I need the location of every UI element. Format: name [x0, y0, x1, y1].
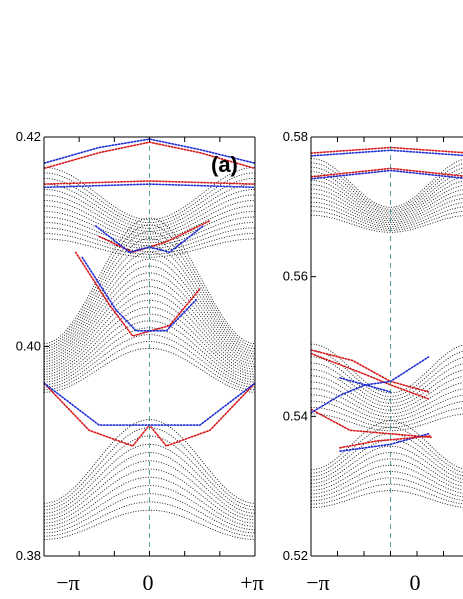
- bulk-band-line: [44, 251, 255, 357]
- edge-state-blue: [339, 356, 430, 386]
- panel-b: 0.52 0.54 0.56 0.58 −π 0: [283, 129, 463, 595]
- y-tick-label: 0.52: [283, 548, 308, 563]
- bulk-band-line: [311, 381, 463, 415]
- bulk-band-line: [311, 406, 463, 428]
- bulk-band-line: [44, 272, 255, 365]
- bulk-band-line: [44, 347, 255, 393]
- bulk-band-line: [44, 232, 255, 255]
- y-tick-label: 0.38: [16, 548, 41, 563]
- bulk-band-line: [44, 177, 255, 226]
- bulk-band-line: [44, 224, 255, 347]
- edge-state-red: [44, 180, 255, 185]
- bulk-band-line: [311, 420, 463, 471]
- bulk-band-line: [44, 258, 255, 360]
- y-tick-label: 0.56: [283, 269, 308, 284]
- bulk-band-line: [44, 217, 255, 345]
- bulk-band-line: [311, 413, 463, 432]
- edge-state-red: [311, 352, 430, 400]
- edge-state-red: [311, 408, 432, 439]
- bulk-band-line: [311, 464, 463, 495]
- bulk-band-line: [311, 445, 463, 484]
- bulk-band-line: [44, 493, 255, 534]
- bulk-band-line: [311, 483, 463, 505]
- panel-label: (a): [211, 152, 238, 177]
- bulk-band-line: [44, 199, 255, 238]
- x-tick-label: 0: [143, 570, 154, 595]
- edge-state-blue: [311, 384, 392, 414]
- bulk-band-line: [311, 166, 463, 212]
- bulk-band-line: [44, 341, 255, 391]
- x-tick-label: −π: [56, 570, 80, 595]
- y-tick-label: 0.54: [283, 408, 308, 423]
- x-tick-label: 0: [410, 570, 421, 595]
- bulk-band-line: [44, 452, 255, 517]
- edge-state-red: [311, 349, 430, 393]
- bulk-band-line: [311, 452, 463, 488]
- bulk-band-line: [311, 394, 463, 421]
- bulk-band-line: [311, 477, 463, 502]
- plot-area: [311, 146, 463, 509]
- bulk-band-line: [311, 162, 463, 210]
- bulk-band-line: [311, 188, 463, 222]
- bulk-band-line: [311, 439, 463, 481]
- bulk-band-line: [44, 265, 255, 363]
- bulk-band-line: [44, 435, 255, 511]
- bulk-band-line: [311, 192, 463, 224]
- bulk-band-line: [311, 214, 463, 233]
- edge-state-red: [44, 141, 255, 170]
- x-tick-label: −π: [306, 570, 330, 595]
- edge-state-blue: [81, 256, 198, 332]
- bulk-band-line: [44, 183, 255, 229]
- edge-state-blue: [339, 433, 430, 452]
- bulk-band-line: [44, 292, 255, 373]
- bulk-band-line: [311, 387, 463, 418]
- bulk-band-line: [311, 158, 463, 208]
- bulk-band-line: [311, 458, 463, 491]
- bulk-band-line: [44, 468, 255, 524]
- bulk-band-line: [311, 356, 463, 401]
- edge-state-red: [339, 435, 432, 449]
- bulk-band-line: [311, 400, 463, 425]
- bulk-band-line: [44, 231, 255, 350]
- bulk-band-line: [311, 201, 463, 228]
- bulk-band-line: [311, 349, 463, 397]
- edge-state-red: [74, 251, 201, 337]
- bulk-band-line: [44, 485, 255, 531]
- bulk-band-line: [44, 286, 255, 370]
- panel-a: 0.38 0.40 0.42 −π 0 +π (a): [16, 129, 264, 595]
- edge-state-blue: [311, 169, 463, 180]
- bulk-band-line: [44, 460, 255, 521]
- bulk-band-line: [311, 368, 463, 408]
- bulk-band-line: [44, 313, 255, 380]
- bulk-band-line: [44, 334, 255, 388]
- x-tick-label: +π: [240, 570, 264, 595]
- bulk-band-line: [311, 206, 463, 229]
- bulk-band-line: [311, 343, 463, 394]
- bulk-band-line: [44, 279, 255, 368]
- y-tick-label: 0.40: [16, 339, 41, 354]
- y-tick-label: 0.42: [16, 129, 41, 144]
- bulk-band-line: [311, 179, 463, 218]
- bulk-band-line: [311, 490, 463, 509]
- bulk-band-line: [44, 238, 255, 352]
- bulk-band-line: [44, 221, 255, 250]
- bulk-band-line: [44, 419, 255, 504]
- bulk-band-line: [44, 194, 255, 235]
- bulk-band-line: [44, 443, 255, 514]
- bulk-band-line: [311, 184, 463, 220]
- bulk-band-line: [311, 433, 463, 478]
- bulk-band-line: [311, 362, 463, 404]
- y-tick-label: 0.58: [283, 129, 308, 144]
- bulk-band-line: [44, 299, 255, 375]
- bulk-band-line: [311, 175, 463, 216]
